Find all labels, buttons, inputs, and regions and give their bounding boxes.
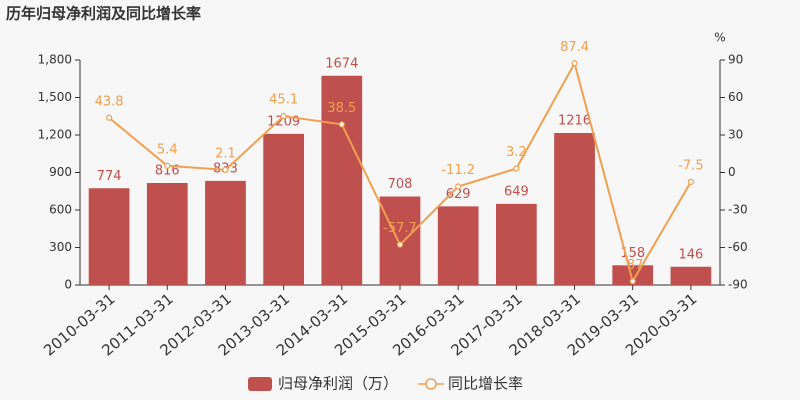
legend-swatch: [248, 377, 272, 391]
line-marker: [629, 278, 636, 285]
y2-axis-label: %: [714, 31, 725, 45]
y-tick-label: 300: [49, 240, 72, 254]
y2-tick-label: 0: [728, 165, 736, 179]
line-value-label: -57.7: [383, 221, 417, 236]
bar: [379, 196, 421, 285]
line-marker: [222, 166, 229, 173]
line-value-label: 5.4: [157, 142, 178, 157]
y-tick-label: 1,500: [38, 90, 72, 104]
bar: [496, 203, 537, 285]
bar-value-label: 708: [388, 177, 413, 192]
line-marker: [513, 165, 520, 172]
bar-value-label: 629: [446, 187, 471, 202]
y-tick-label: 1,800: [38, 53, 72, 67]
chart-title: 历年归母净利润及同比增长率: [6, 5, 201, 23]
line-marker: [105, 114, 113, 121]
y2-tick-label: 30: [728, 128, 743, 142]
line-value-label: 43.8: [95, 94, 124, 109]
bar: [612, 265, 654, 285]
bar-value-label: 146: [678, 247, 703, 262]
y2-tick-label: 60: [728, 90, 743, 104]
bar: [205, 180, 246, 285]
line-marker: [455, 183, 462, 190]
y-tick-label: 1,200: [38, 128, 72, 142]
bar: [146, 183, 188, 285]
line-value-label: 38.5: [327, 101, 356, 116]
bar: [670, 266, 712, 285]
line-marker: [164, 162, 171, 169]
line-marker: [280, 113, 287, 120]
y-tick-label: 0: [64, 278, 72, 292]
y2-tick-label: 90: [728, 53, 743, 67]
bar-value-label: 1216: [558, 114, 591, 129]
bar-value-label: 816: [155, 164, 180, 179]
line-value-label: 3.2: [506, 145, 527, 160]
legend-label: 同比增长率: [448, 375, 523, 393]
line-marker: [396, 241, 404, 248]
line-value-label: -11.2: [441, 163, 475, 178]
line-value-label: 45.1: [269, 93, 298, 108]
bar: [554, 133, 595, 285]
bar: [263, 133, 304, 285]
bar-value-label: 1674: [325, 56, 358, 71]
legend-swatch-marker: [425, 378, 437, 390]
line-marker: [338, 121, 345, 128]
line-marker: [687, 178, 695, 185]
y2-tick-label: -90: [728, 278, 748, 292]
y-tick-label: 900: [49, 165, 72, 179]
line-value-label: -87: [622, 258, 643, 273]
bar-value-label: 774: [97, 169, 122, 184]
bar-value-label: 649: [504, 184, 529, 199]
y-tick-label: 600: [49, 203, 72, 217]
bar: [88, 188, 130, 285]
line-value-label: 87.4: [560, 40, 589, 55]
line-value-label: -7.5: [678, 158, 703, 173]
y2-tick-label: -60: [728, 240, 748, 254]
legend-label: 归母净利润（万）: [278, 375, 398, 393]
y2-tick-label: -30: [728, 203, 748, 217]
bar: [321, 75, 363, 285]
bar: [437, 206, 479, 285]
line-marker: [571, 60, 578, 67]
line-value-label: 2.1: [215, 146, 236, 161]
